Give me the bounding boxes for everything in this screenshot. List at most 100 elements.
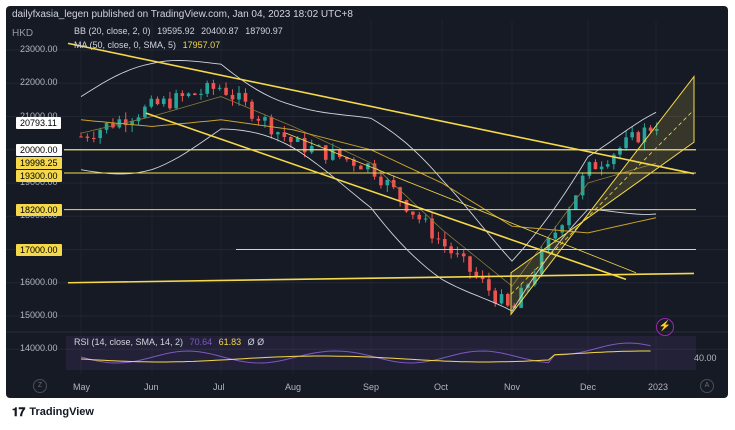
candle-body (636, 132, 641, 143)
candle-body (302, 137, 307, 153)
y-tick-label: 21000.00 (20, 110, 58, 121)
candle-body (276, 132, 280, 135)
candle-body (130, 121, 134, 126)
candle-body (192, 93, 197, 95)
candle-body (180, 93, 185, 97)
candle-body (553, 232, 558, 239)
level-price-label: 19998.25 (16, 157, 62, 170)
candle-body (567, 209, 571, 226)
x-tick-label: 2023 (648, 382, 669, 392)
candle-body (256, 118, 261, 121)
lightning-icon[interactable]: ⚡ (656, 318, 674, 336)
candle-body (461, 253, 466, 257)
bb-value-mid: 19595.92 (157, 26, 195, 36)
candle-body (593, 162, 598, 170)
candle-body (493, 290, 497, 304)
candle-body (205, 82, 209, 94)
rsi-legend[interactable]: RSI (14, close, SMA, 14, 2) 70.64 61.83 … (74, 337, 264, 347)
footer: 𝟏𝟕 TradingView (12, 402, 94, 422)
x-tick-label: Dec (580, 382, 597, 392)
candle-body (98, 129, 102, 139)
candle-body (411, 211, 415, 215)
candle-body (161, 98, 166, 105)
bb-value-lower: 18790.97 (245, 26, 283, 36)
candle-body (199, 93, 203, 95)
candle-body (546, 238, 551, 251)
candle-body (654, 129, 659, 131)
ma-label: MA (50, close, 0, SMA, 5) (74, 40, 177, 50)
inner-trend-line (285, 132, 637, 274)
candle-body (560, 225, 564, 233)
candle-body (587, 162, 592, 176)
candle-body (506, 294, 510, 306)
publisher-line: dailyfxasia_legen published on TradingVi… (12, 9, 353, 20)
x-tick-label: Aug (285, 382, 302, 392)
candle-body (295, 137, 300, 142)
candle-body (580, 175, 585, 196)
candle-body (352, 159, 356, 166)
bb-basis-line (80, 96, 657, 287)
candle-body (155, 98, 160, 105)
downtrend-lower-line (145, 112, 627, 281)
candle-body (111, 123, 115, 128)
last-price-label: 20793.11 (16, 117, 61, 130)
candle-body (385, 179, 390, 186)
candle-body (282, 132, 287, 138)
x-tick-label: Sep (363, 382, 380, 392)
candle-body (123, 119, 128, 126)
rsi-ma-line (80, 350, 651, 363)
y-tick-label: 16000.00 (20, 276, 58, 287)
candle-body (309, 146, 314, 153)
candle-body (574, 195, 578, 210)
price-chart[interactable] (6, 6, 728, 398)
support-line (67, 272, 695, 284)
candle-body (443, 239, 447, 247)
candle-body (519, 287, 523, 308)
candle-body (250, 101, 254, 119)
candle-body (79, 136, 83, 138)
bb-legend[interactable]: BB (20, close, 2, 0) 19595.92 20400.87 1… (74, 26, 283, 36)
candle-body (499, 294, 504, 304)
ma-legend[interactable]: MA (50, close, 0, SMA, 5) 17957.07 (74, 40, 220, 50)
candle-body (430, 218, 434, 239)
candle-body (323, 145, 328, 160)
x-tick-label: May (73, 382, 91, 392)
candle-body (174, 93, 178, 109)
bb-upper-line (80, 60, 657, 262)
level-price-label: 18200.00 (16, 203, 62, 216)
candle-body (224, 87, 228, 95)
candle-body (366, 163, 370, 170)
y-tick-label: 22000.00 (20, 77, 58, 88)
candle-body (533, 274, 537, 285)
candle-body (404, 200, 409, 212)
rsi-ma-value: 61.83 (218, 337, 242, 347)
candle-body (642, 127, 647, 143)
candle-body (624, 137, 628, 149)
rsi-label: RSI (14, close, SMA, 14, 2) (74, 337, 184, 347)
y-tick-label: 15000.00 (20, 310, 58, 320)
candle-body (423, 218, 428, 220)
candle-body (230, 94, 235, 100)
zoom-icon[interactable]: Z (33, 379, 47, 393)
ma-value: 17957.07 (182, 40, 221, 50)
candle-body (186, 93, 191, 97)
candle-body (612, 154, 616, 165)
rsi-value: 70.64 (189, 337, 213, 347)
candle-body (630, 132, 634, 138)
candle-body (143, 106, 147, 118)
candle-body (104, 123, 109, 130)
candle-body (211, 82, 216, 89)
chart-panel[interactable]: dailyfxasia_legen published on TradingVi… (6, 6, 728, 398)
candle-body (480, 276, 485, 280)
rsi-axis-tick: 40.00 (694, 353, 717, 363)
candle-body (417, 214, 422, 220)
auto-scale-icon[interactable]: A (700, 379, 714, 393)
candle-body (330, 149, 335, 160)
candle-body (85, 136, 90, 139)
rising-channel (510, 75, 695, 316)
brand-name: TradingView (29, 406, 94, 418)
candle-body (487, 279, 491, 291)
candle-body (345, 157, 349, 160)
candle-body (648, 127, 653, 131)
candle-body (398, 187, 402, 201)
